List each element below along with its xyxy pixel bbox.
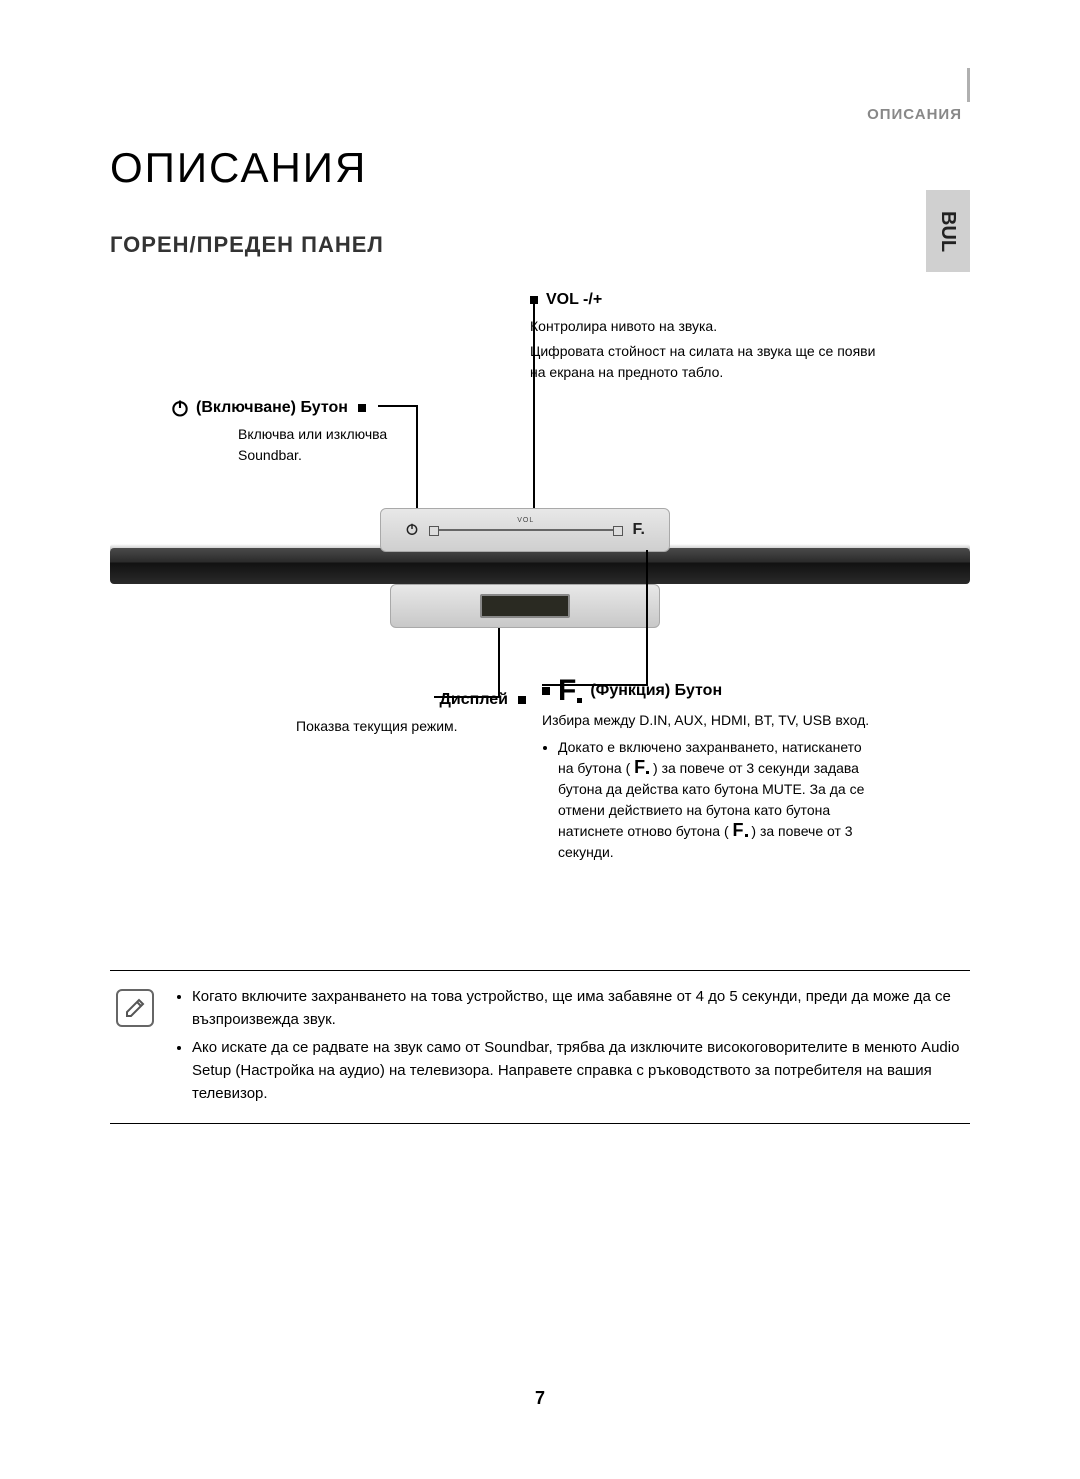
subtitle: ГОРЕН/ПРЕДЕН ПАНЕЛ	[110, 232, 970, 258]
callout-vol-title: VOL -/+	[546, 288, 602, 312]
callout-function-list: Докато е включено захранването, натискан…	[542, 737, 872, 863]
diagram-stage: VOL -/+ Контролира нивото на звука. Цифр…	[110, 288, 970, 888]
header-divider	[967, 68, 970, 102]
callout-power-heading: (Включване) Бутон	[170, 396, 430, 420]
callout-vol: VOL -/+ Контролира нивото на звука. Цифр…	[530, 288, 890, 383]
note-1: Когато включите захранването на това уст…	[192, 985, 960, 1032]
callout-vol-desc1: Контролира нивото на звука.	[530, 316, 890, 337]
callout-vol-desc2: Цифровата стойност на силата на звука ще…	[530, 341, 890, 383]
page-title: ОПИСАНИЯ	[110, 144, 970, 192]
callout-display: Дисплей Показва текущия режим.	[296, 688, 526, 737]
panel-power-icon	[405, 522, 419, 539]
note-list: Когато включите захранването на това уст…	[174, 985, 960, 1105]
soundbar-top-panel: VOL F.	[380, 508, 670, 552]
display-window	[480, 594, 570, 618]
leader-power-h	[378, 405, 418, 407]
language-tab: BUL	[926, 190, 970, 272]
page-number: 7	[535, 1388, 545, 1409]
leader-power-v	[416, 405, 418, 513]
panel-vol-slider: VOL	[437, 529, 615, 531]
callout-display-title: Дисплей	[440, 688, 508, 712]
leader-end-icon	[518, 696, 526, 704]
header-section-label: ОПИСАНИЯ	[867, 106, 962, 123]
f-icon: F	[558, 676, 582, 706]
f-icon: F	[733, 821, 748, 839]
callout-power-title: (Включване) Бутон	[196, 396, 348, 420]
leader-vol-v	[533, 302, 535, 512]
callout-function-bullet: Докато е включено захранването, натискан…	[558, 737, 872, 863]
note-pencil-icon	[116, 989, 154, 1027]
panel-vol-label: VOL	[517, 517, 534, 524]
f-icon: F	[634, 758, 649, 776]
callout-function-desc: Избира между D.IN, AUX, HDMI, BT, TV, US…	[542, 710, 872, 731]
page: ОПИСАНИЯ BUL ОПИСАНИЯ ГОРЕН/ПРЕДЕН ПАНЕЛ…	[0, 0, 1080, 1479]
panel-f-label: F.	[633, 521, 645, 539]
leader-end-icon	[542, 687, 550, 695]
callout-function: F (Функция) Бутон Избира между D.IN, AUX…	[542, 676, 872, 865]
note-2: Ако искате да се радвате на звук само от…	[192, 1036, 960, 1106]
leader-func-v	[646, 550, 648, 686]
callout-display-heading: Дисплей	[296, 688, 526, 712]
callout-function-heading: F (Функция) Бутон	[542, 676, 872, 706]
language-tab-text: BUL	[936, 210, 959, 251]
power-icon	[170, 398, 190, 418]
callout-power-desc: Включва или изключва Soundbar.	[238, 424, 430, 466]
soundbar-body	[110, 548, 970, 584]
leader-end-icon	[358, 404, 366, 412]
callout-display-desc: Показва текущия режим.	[296, 716, 526, 737]
note-box: Когато включите захранването на това уст…	[110, 970, 970, 1124]
callout-function-title: (Функция) Бутон	[590, 679, 722, 703]
soundbar-front-panel	[390, 584, 660, 628]
